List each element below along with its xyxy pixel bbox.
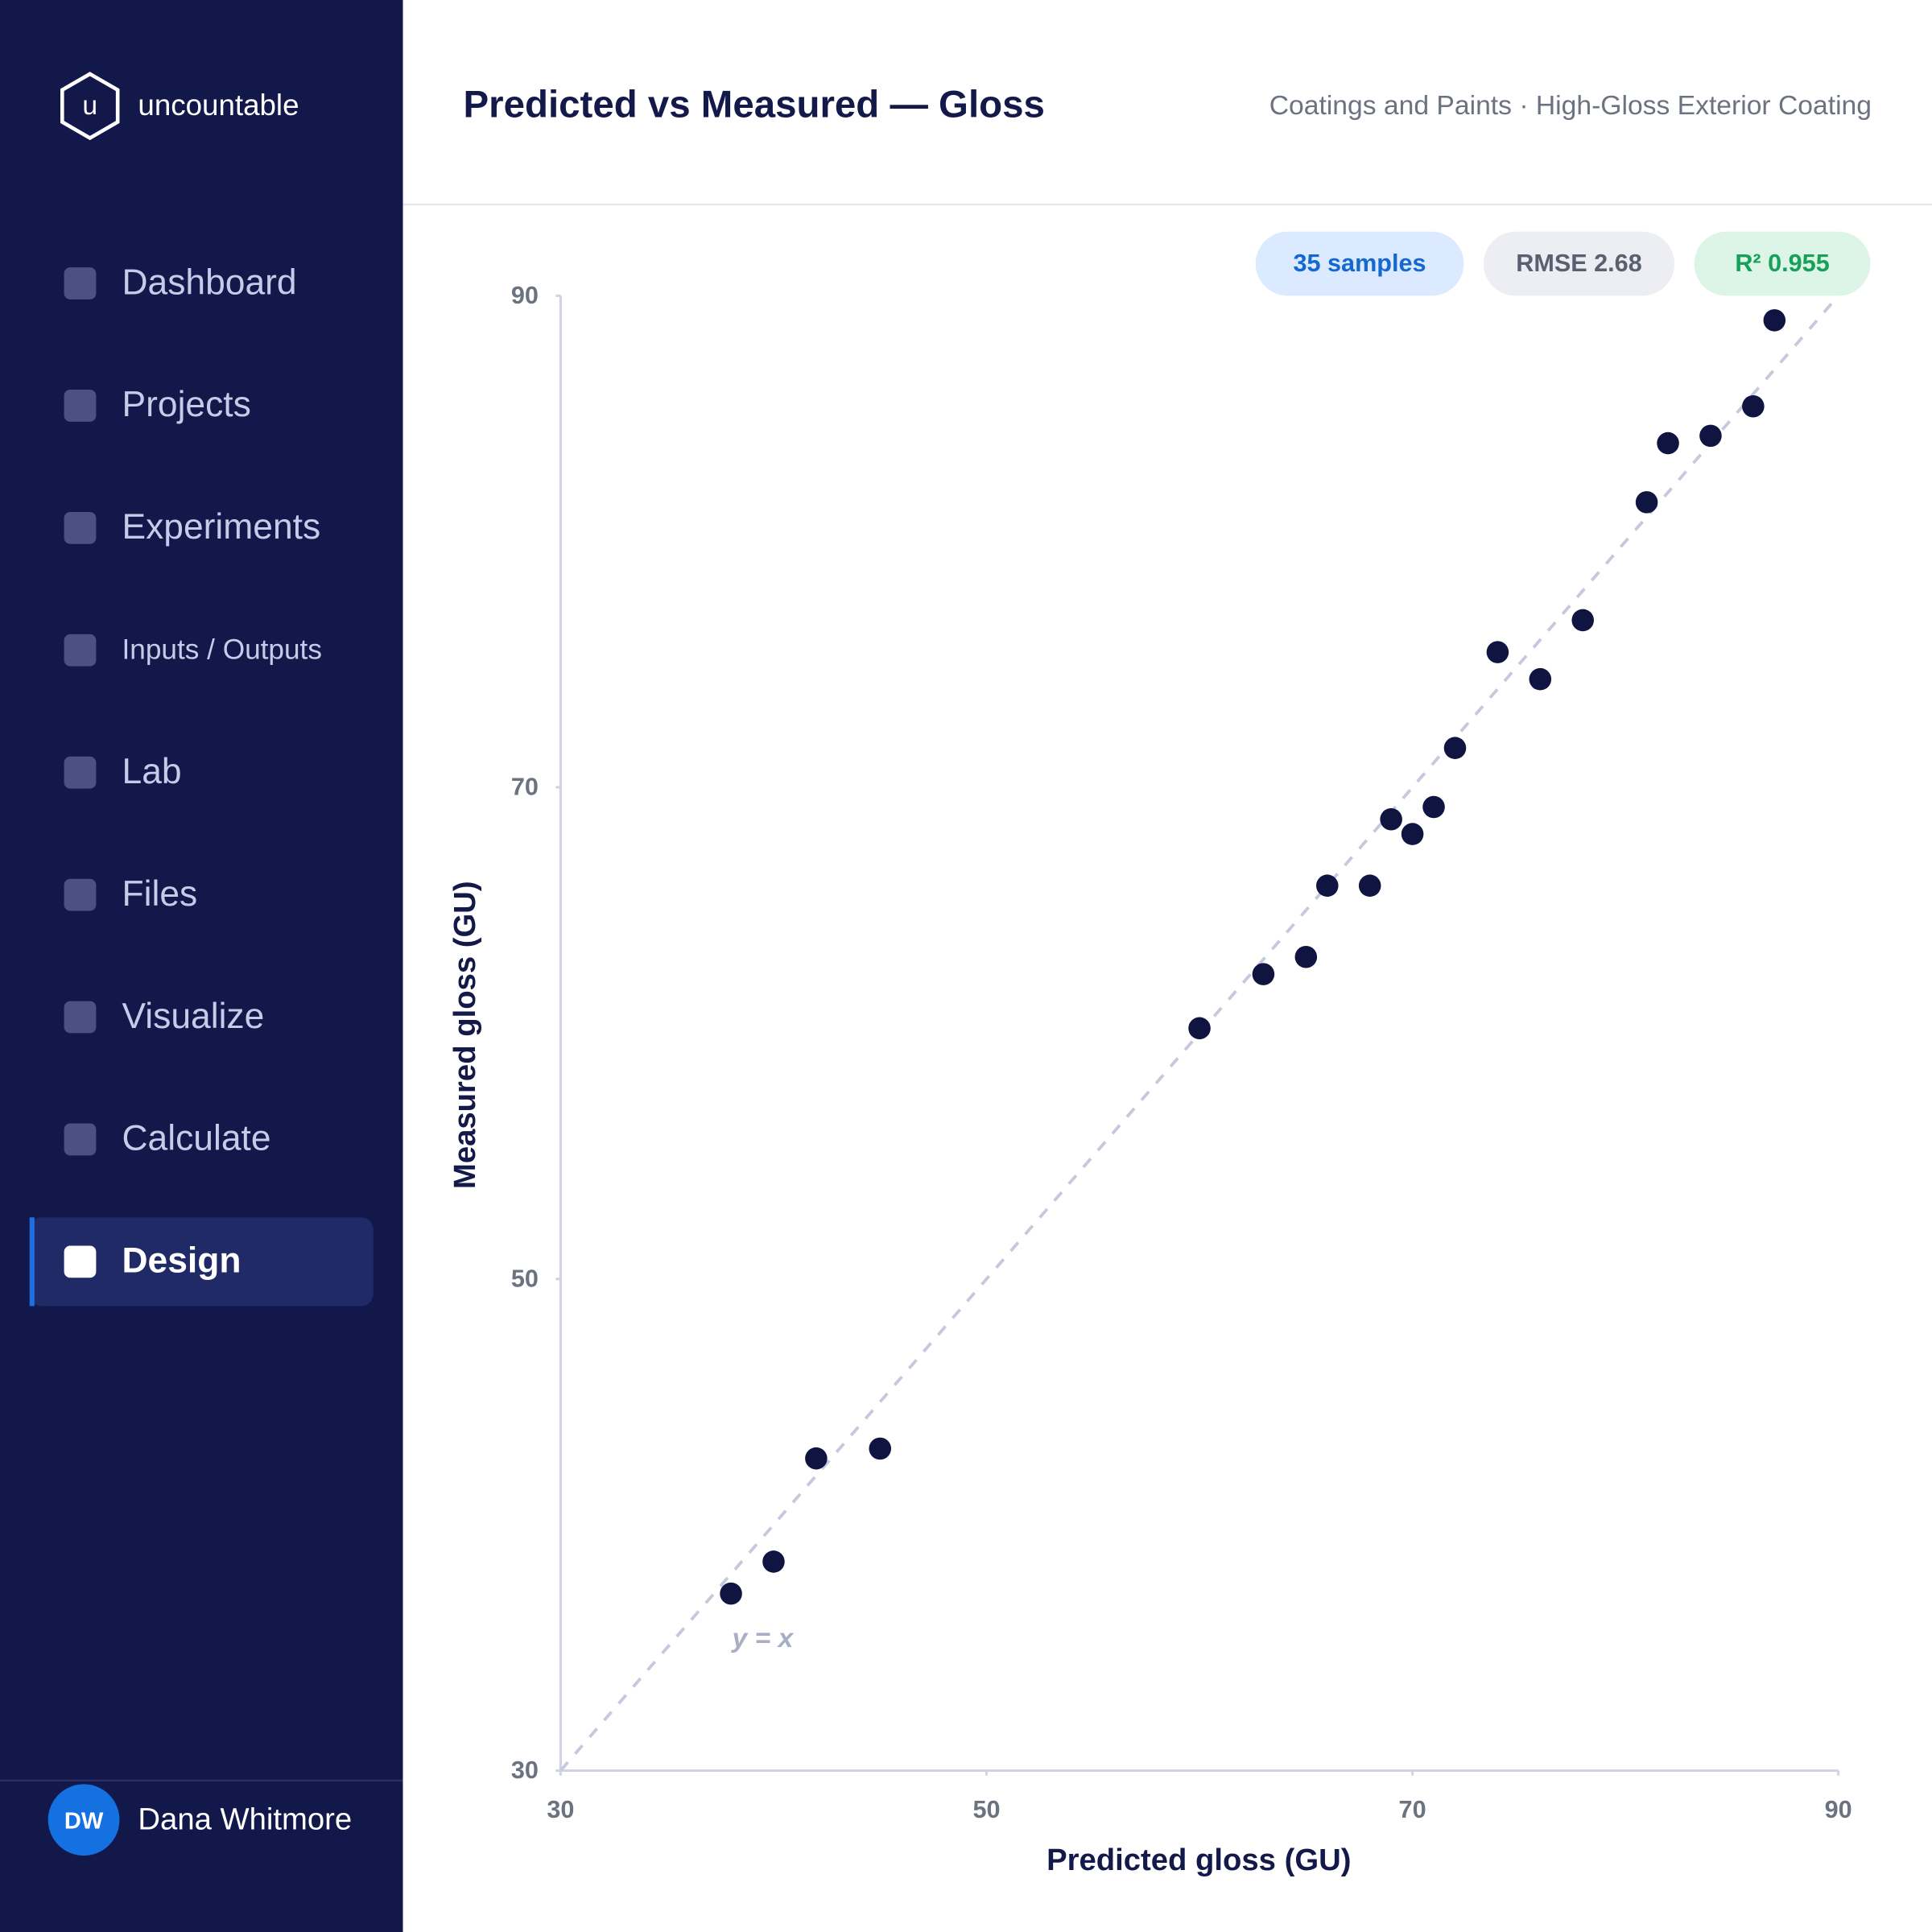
x-tick-label: 90 (1825, 1796, 1852, 1823)
data-point (1635, 491, 1658, 514)
x-tick-label: 30 (547, 1796, 574, 1823)
data-point (1486, 641, 1509, 663)
data-point (1401, 823, 1424, 845)
nav-icon (64, 1245, 97, 1278)
data-point (1294, 945, 1318, 968)
data-point (1252, 963, 1275, 985)
nav-item[interactable]: Inputs / Outputs (122, 634, 322, 666)
data-point (1657, 431, 1679, 455)
logo-hexagon (60, 72, 120, 141)
y-tick-label: 50 (511, 1265, 539, 1292)
data-point (1380, 807, 1402, 831)
nav-icon (64, 1001, 97, 1034)
nav-icon (64, 634, 97, 667)
nav-item[interactable]: Files (122, 874, 198, 914)
data-point (1571, 609, 1594, 632)
nav-icon (64, 267, 97, 299)
y-tick-label: 70 (511, 774, 539, 801)
nav-icon (64, 878, 97, 911)
y-tick-label: 30 (511, 1757, 539, 1784)
data-point (805, 1447, 828, 1470)
x-tick-label: 50 (972, 1796, 1000, 1823)
badge (1694, 231, 1871, 296)
plot: Predicted gloss (GU) Measured gloss (GU)… (448, 282, 1852, 1877)
logo-text: uncountable (138, 89, 299, 122)
data-point (1763, 309, 1786, 332)
badge-text: RMSE 2.68 (1516, 250, 1642, 277)
nav-icon (64, 1123, 97, 1156)
x-axis-title: Predicted gloss (GU) (1046, 1843, 1351, 1877)
nav-item[interactable]: Lab (122, 752, 182, 791)
page-subtitle: Coatings and Paints · High-Gloss Exterio… (1269, 91, 1872, 121)
data-point (762, 1550, 785, 1573)
nav-item[interactable]: Experiments (122, 507, 321, 547)
nav-icon (64, 756, 97, 789)
nav: Dashboard Projects Experiments Inputs / Out… (29, 262, 374, 1307)
badge (1483, 231, 1675, 296)
data-point (1529, 667, 1552, 691)
y-axis-title: Measured gloss (GU) (448, 881, 482, 1189)
logo-letter: u (82, 91, 97, 121)
avatar[interactable] (47, 1784, 120, 1856)
badge (1255, 231, 1464, 296)
data-point (1422, 795, 1445, 819)
nav-item[interactable]: Design (122, 1241, 242, 1281)
nav-item[interactable]: Dashboard (122, 262, 297, 302)
data-point (1443, 737, 1467, 759)
nav-icon (64, 390, 97, 422)
nav-item[interactable]: Projects (122, 385, 251, 424)
badge-text: R² 0.955 (1735, 250, 1829, 277)
nav-active-bg (29, 1217, 374, 1307)
data-point (1742, 394, 1765, 418)
data-point (1699, 424, 1722, 448)
x-tick-label: 70 (1399, 1796, 1426, 1823)
data-point (1188, 1017, 1211, 1040)
sidebar (0, 0, 403, 1932)
nav-icon (64, 511, 97, 544)
data-point (720, 1582, 742, 1605)
annotation: y = x (731, 1624, 795, 1653)
badge-text: 35 samples (1293, 250, 1426, 277)
page-title: Predicted vs Measured — Gloss (464, 84, 1045, 126)
data-point (1315, 874, 1339, 897)
nav-item[interactable]: Calculate (122, 1119, 271, 1158)
data-point (869, 1437, 892, 1460)
y-tick-label: 90 (511, 282, 539, 309)
nav-active-bar (29, 1217, 35, 1307)
avatar-initials: DW (64, 1808, 104, 1834)
identity-line (559, 295, 1840, 1772)
data-point (1358, 874, 1381, 897)
nav-item[interactable]: Visualize (122, 997, 265, 1036)
user-name: Dana Whitmore (138, 1802, 352, 1836)
